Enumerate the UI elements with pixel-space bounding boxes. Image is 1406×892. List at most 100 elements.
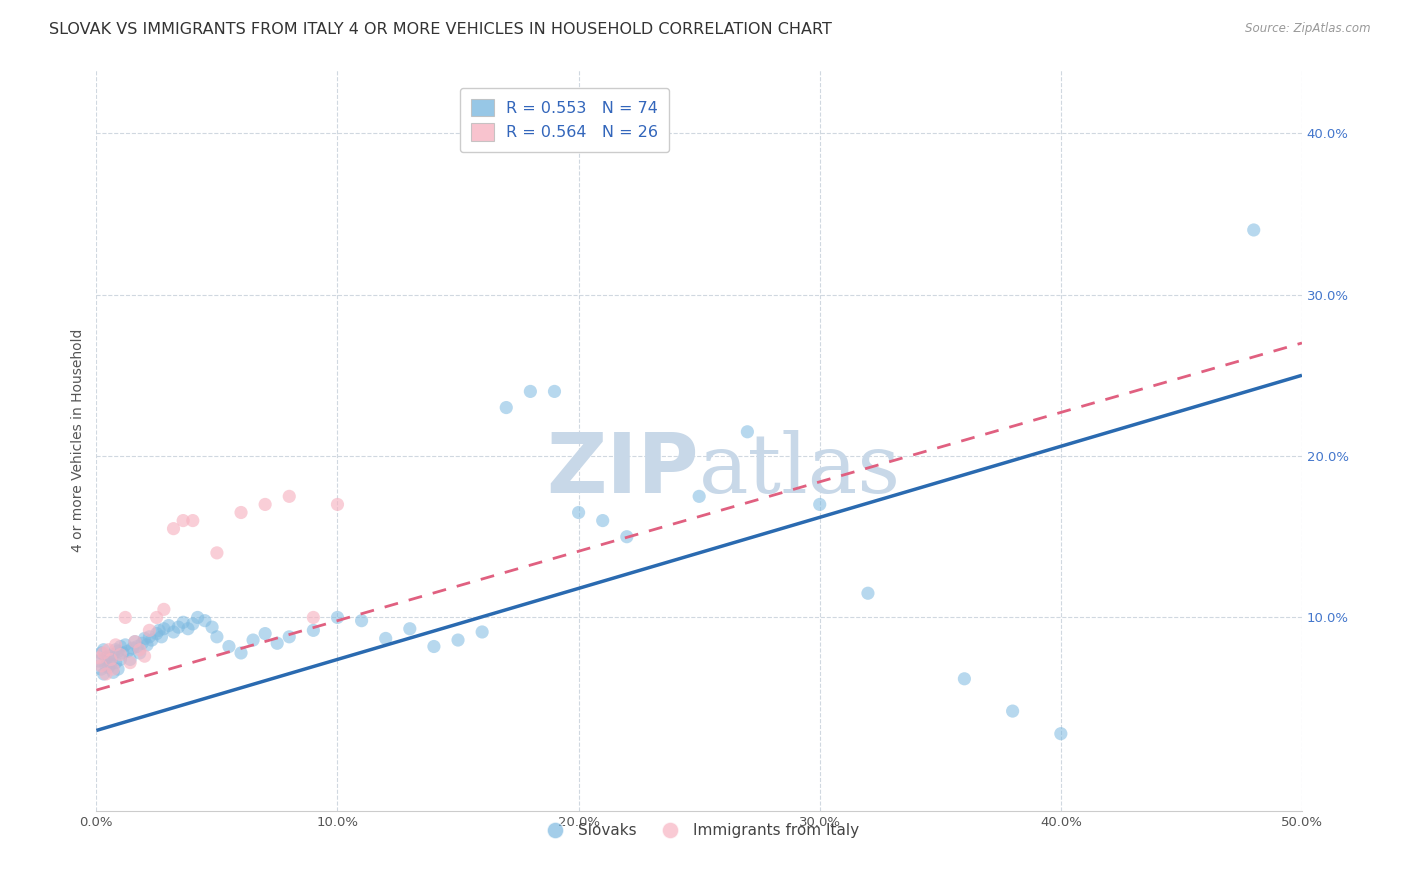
- Point: [167, 620, 190, 634]
- Point: [94, 667, 117, 681]
- Point: [229, 506, 252, 520]
- Point: [87, 654, 110, 668]
- Point: [423, 640, 446, 654]
- Point: [148, 624, 170, 638]
- Point: [266, 636, 288, 650]
- Point: [543, 384, 565, 399]
- Point: [128, 642, 150, 657]
- Point: [242, 633, 264, 648]
- Point: [100, 652, 122, 666]
- Point: [87, 650, 110, 665]
- Point: [302, 610, 325, 624]
- Point: [97, 642, 120, 657]
- Point: [737, 425, 759, 439]
- Point: [254, 498, 277, 512]
- Point: [145, 610, 167, 624]
- Point: [519, 384, 541, 399]
- Point: [134, 632, 156, 646]
- Point: [177, 622, 200, 636]
- Point: [136, 638, 159, 652]
- Point: [278, 489, 301, 503]
- Point: [120, 656, 142, 670]
- Point: [278, 630, 301, 644]
- Point: [145, 626, 167, 640]
- Point: [114, 638, 136, 652]
- Point: [90, 646, 112, 660]
- Point: [134, 649, 156, 664]
- Point: [162, 624, 184, 639]
- Point: [150, 630, 173, 644]
- Point: [94, 659, 117, 673]
- Point: [350, 614, 373, 628]
- Point: [398, 622, 420, 636]
- Point: [181, 514, 204, 528]
- Point: [201, 620, 224, 634]
- Point: [172, 615, 194, 630]
- Point: [90, 659, 112, 673]
- Point: [138, 630, 160, 644]
- Point: [856, 586, 879, 600]
- Point: [1050, 727, 1073, 741]
- Point: [229, 646, 252, 660]
- Point: [374, 632, 396, 646]
- Point: [447, 633, 470, 648]
- Point: [138, 624, 160, 638]
- Point: [110, 652, 132, 666]
- Point: [104, 656, 127, 670]
- Point: [808, 498, 831, 512]
- Point: [495, 401, 517, 415]
- Point: [187, 610, 209, 624]
- Text: ZIP: ZIP: [547, 429, 699, 510]
- Point: [121, 641, 143, 656]
- Point: [97, 660, 120, 674]
- Point: [107, 662, 129, 676]
- Point: [117, 644, 139, 658]
- Point: [100, 652, 122, 666]
- Point: [172, 514, 194, 528]
- Point: [131, 636, 153, 650]
- Point: [181, 616, 204, 631]
- Point: [103, 648, 125, 662]
- Point: [103, 662, 125, 676]
- Point: [93, 646, 115, 660]
- Point: [153, 622, 176, 636]
- Point: [120, 652, 142, 666]
- Point: [93, 667, 115, 681]
- Point: [205, 546, 228, 560]
- Point: [616, 530, 638, 544]
- Text: atlas: atlas: [699, 430, 901, 509]
- Point: [326, 610, 349, 624]
- Point: [97, 649, 120, 664]
- Point: [90, 662, 112, 676]
- Point: [592, 514, 614, 528]
- Point: [127, 640, 149, 654]
- Point: [1001, 704, 1024, 718]
- Point: [141, 633, 163, 648]
- Point: [688, 489, 710, 503]
- Point: [107, 644, 129, 658]
- Point: [104, 638, 127, 652]
- Point: [1243, 223, 1265, 237]
- Point: [194, 614, 217, 628]
- Text: Source: ZipAtlas.com: Source: ZipAtlas.com: [1246, 22, 1371, 36]
- Point: [205, 630, 228, 644]
- Point: [110, 648, 132, 662]
- Y-axis label: 4 or more Vehicles in Household: 4 or more Vehicles in Household: [72, 328, 86, 551]
- Point: [302, 624, 325, 638]
- Text: SLOVAK VS IMMIGRANTS FROM ITALY 4 OR MORE VEHICLES IN HOUSEHOLD CORRELATION CHAR: SLOVAK VS IMMIGRANTS FROM ITALY 4 OR MOR…: [49, 22, 832, 37]
- Point: [94, 650, 117, 665]
- Point: [953, 672, 976, 686]
- Point: [100, 657, 122, 672]
- Point: [110, 640, 132, 654]
- Point: [124, 634, 146, 648]
- Point: [104, 642, 127, 657]
- Point: [124, 634, 146, 648]
- Point: [471, 624, 494, 639]
- Legend: Slovaks, Immigrants from Italy: Slovaks, Immigrants from Italy: [533, 817, 865, 845]
- Point: [157, 618, 180, 632]
- Point: [162, 522, 184, 536]
- Point: [568, 506, 591, 520]
- Point: [111, 646, 134, 660]
- Point: [114, 610, 136, 624]
- Point: [128, 646, 150, 660]
